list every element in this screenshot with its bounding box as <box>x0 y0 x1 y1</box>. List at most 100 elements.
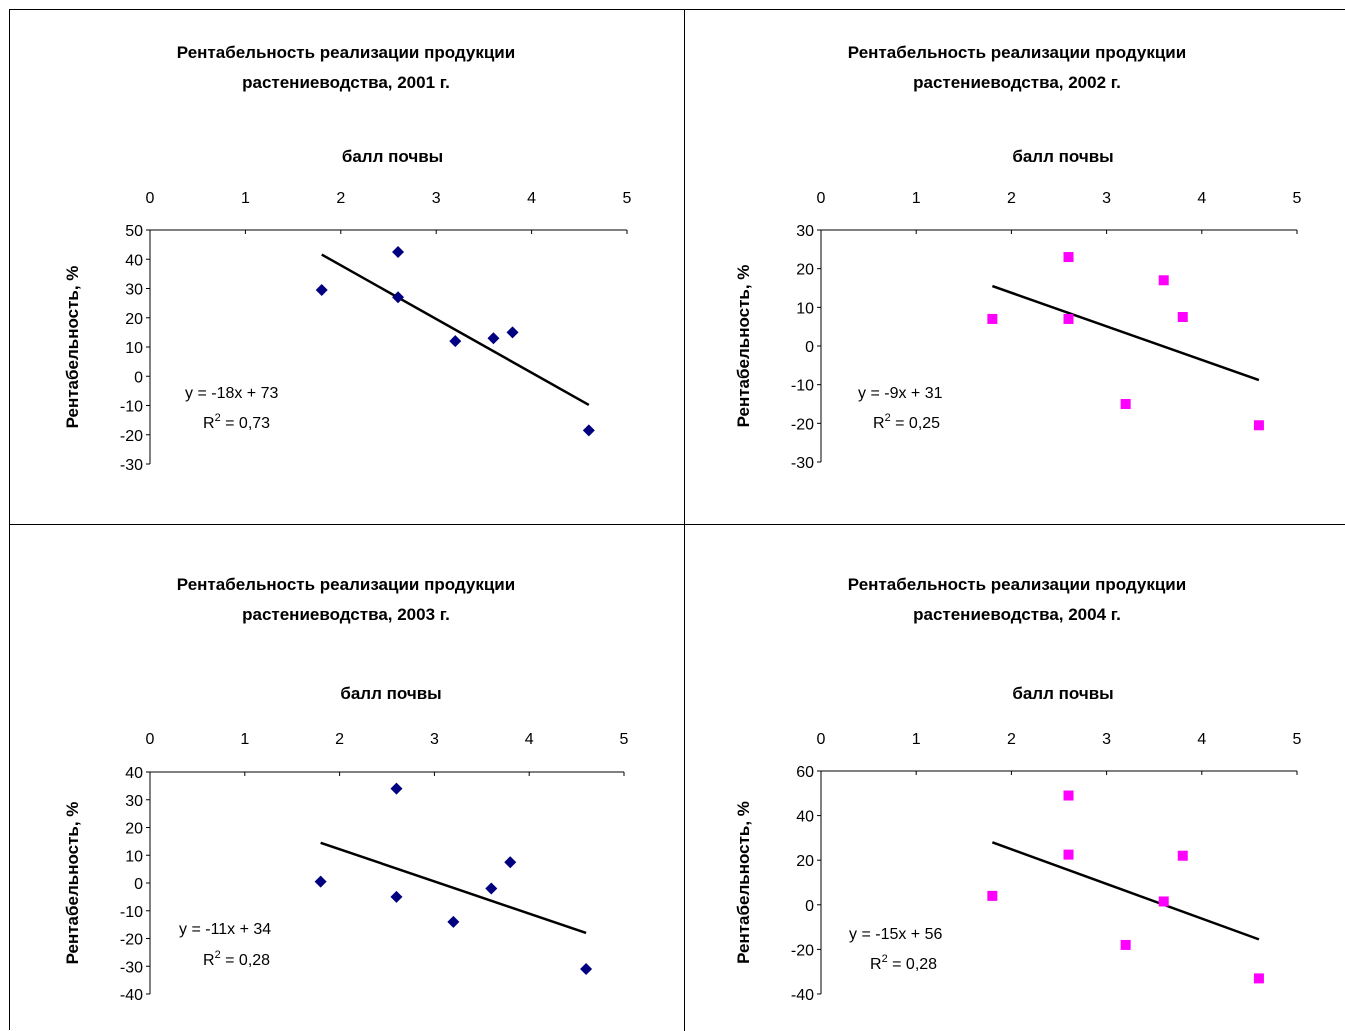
x-tick-label: 5 <box>620 731 629 748</box>
y-tick-label: 10 <box>796 300 814 317</box>
data-point <box>1253 973 1264 984</box>
data-point <box>1063 849 1074 860</box>
x-tick-label: 4 <box>1197 190 1206 207</box>
data-point <box>1158 896 1169 907</box>
chart-title-line: растениеводства, 2004 г. <box>913 605 1121 624</box>
chart-svg: Рентабельность реализации продукции расте… <box>734 575 1302 1004</box>
data-point <box>1063 313 1074 324</box>
x-axis-title: балл почвы <box>1012 684 1113 703</box>
regression-equation: y = -11x + 34 <box>179 921 271 938</box>
y-tick-label: -40 <box>120 987 143 1004</box>
r-squared-label: R2 = 0,28 <box>203 949 270 969</box>
x-tick-label: 1 <box>240 731 249 748</box>
y-axis-title: Рентабельность, % <box>63 802 82 965</box>
data-point <box>390 890 403 903</box>
trendline <box>991 284 1260 382</box>
y-tick-label: -20 <box>791 942 814 959</box>
data-point <box>1063 790 1074 801</box>
x-tick-label: 0 <box>817 190 826 207</box>
y-tick-label: -30 <box>120 457 143 474</box>
x-tick-label: 0 <box>146 190 155 207</box>
x-axis-title: балл почвы <box>1012 147 1113 166</box>
y-axis-title: Рентабельность, % <box>734 801 753 964</box>
data-point <box>1158 275 1169 286</box>
x-tick-label: 1 <box>241 190 250 207</box>
data-point <box>392 291 405 304</box>
data-point <box>506 326 519 339</box>
y-tick-label: -30 <box>120 959 143 976</box>
y-tick-label: -20 <box>120 428 143 445</box>
x-tick-label: 1 <box>912 190 921 207</box>
x-tick-label: 3 <box>1102 190 1111 207</box>
chart-grid: Рентабельность реализации продукции расте… <box>9 9 1345 1031</box>
data-point <box>987 313 998 324</box>
y-tick-label: -40 <box>791 987 814 1004</box>
y-tick-label: 20 <box>125 311 143 328</box>
chart-title-line: Рентабельность реализации продукции <box>177 43 515 62</box>
trendline <box>320 841 587 935</box>
y-tick-label: 30 <box>125 793 143 810</box>
data-point <box>315 283 328 296</box>
x-tick-label: 5 <box>1293 190 1302 207</box>
x-tick-label: 0 <box>817 731 826 748</box>
y-tick-label: -20 <box>120 932 143 949</box>
y-tick-label: 0 <box>134 369 143 386</box>
y-axis-title: Рентабельность, % <box>734 265 753 428</box>
y-tick-label: -10 <box>791 378 814 395</box>
y-tick-label: -10 <box>120 399 143 416</box>
x-tick-label: 2 <box>1007 190 1016 207</box>
chart-title-line: Рентабельность реализации продукции <box>848 575 1186 594</box>
chart-2003: Рентабельность реализации продукции расте… <box>10 525 685 1031</box>
data-point <box>449 335 462 348</box>
r-squared-label: R2 = 0,73 <box>203 412 270 432</box>
chart-title-line: растениеводства, 2002 г. <box>913 73 1121 92</box>
y-tick-label: 20 <box>125 821 143 838</box>
data-point <box>487 332 500 345</box>
x-tick-label: 4 <box>1197 731 1206 748</box>
chart-svg: Рентабельность реализации продукции расте… <box>63 43 632 474</box>
data-point <box>390 782 403 795</box>
y-tick-label: 40 <box>125 765 143 782</box>
y-tick-label: 0 <box>805 898 814 915</box>
data-point <box>582 424 595 437</box>
x-tick-label: 5 <box>623 190 632 207</box>
regression-equation: y = -9x + 31 <box>858 385 943 402</box>
y-tick-label: 10 <box>125 340 143 357</box>
x-axis-title: балл почвы <box>340 684 441 703</box>
x-tick-label: 5 <box>1293 731 1302 748</box>
trendline <box>991 841 1260 941</box>
y-tick-label: 60 <box>796 764 814 781</box>
x-tick-label: 4 <box>527 190 536 207</box>
y-tick-label: 0 <box>134 876 143 893</box>
y-axis-title: Рентабельность, % <box>63 266 82 429</box>
data-point <box>447 915 460 928</box>
x-tick-label: 3 <box>1102 731 1111 748</box>
data-point <box>1120 399 1131 409</box>
x-tick-label: 2 <box>1007 731 1016 748</box>
data-point <box>987 890 998 901</box>
data-point <box>485 882 498 895</box>
y-tick-label: 50 <box>125 223 143 240</box>
data-point <box>1177 850 1188 861</box>
chart-title-line: Рентабельность реализации продукции <box>177 575 515 594</box>
chart-2004: Рентабельность реализации продукции расте… <box>685 525 1345 1031</box>
x-tick-label: 2 <box>335 731 344 748</box>
y-tick-label: -30 <box>791 455 814 472</box>
data-point <box>1120 939 1131 950</box>
trendline <box>321 253 590 407</box>
y-tick-label: 20 <box>796 853 814 870</box>
y-tick-label: 10 <box>125 848 143 865</box>
data-point <box>504 856 517 869</box>
y-tick-label: 40 <box>125 252 143 269</box>
x-tick-label: 3 <box>432 190 441 207</box>
chart-title-line: Рентабельность реализации продукции <box>848 43 1186 62</box>
regression-equation: y = -18x + 73 <box>185 385 278 402</box>
y-tick-label: 30 <box>125 282 143 299</box>
data-point <box>1063 252 1074 263</box>
r-squared-label: R2 = 0,28 <box>870 953 937 973</box>
chart-2001: Рентабельность реализации продукции расте… <box>10 10 685 525</box>
chart-title-line: растениеводства, 2001 г. <box>242 73 450 92</box>
y-tick-label: 40 <box>796 809 814 826</box>
chart-2002: Рентабельность реализации продукции расте… <box>685 10 1345 525</box>
data-point <box>392 245 405 258</box>
